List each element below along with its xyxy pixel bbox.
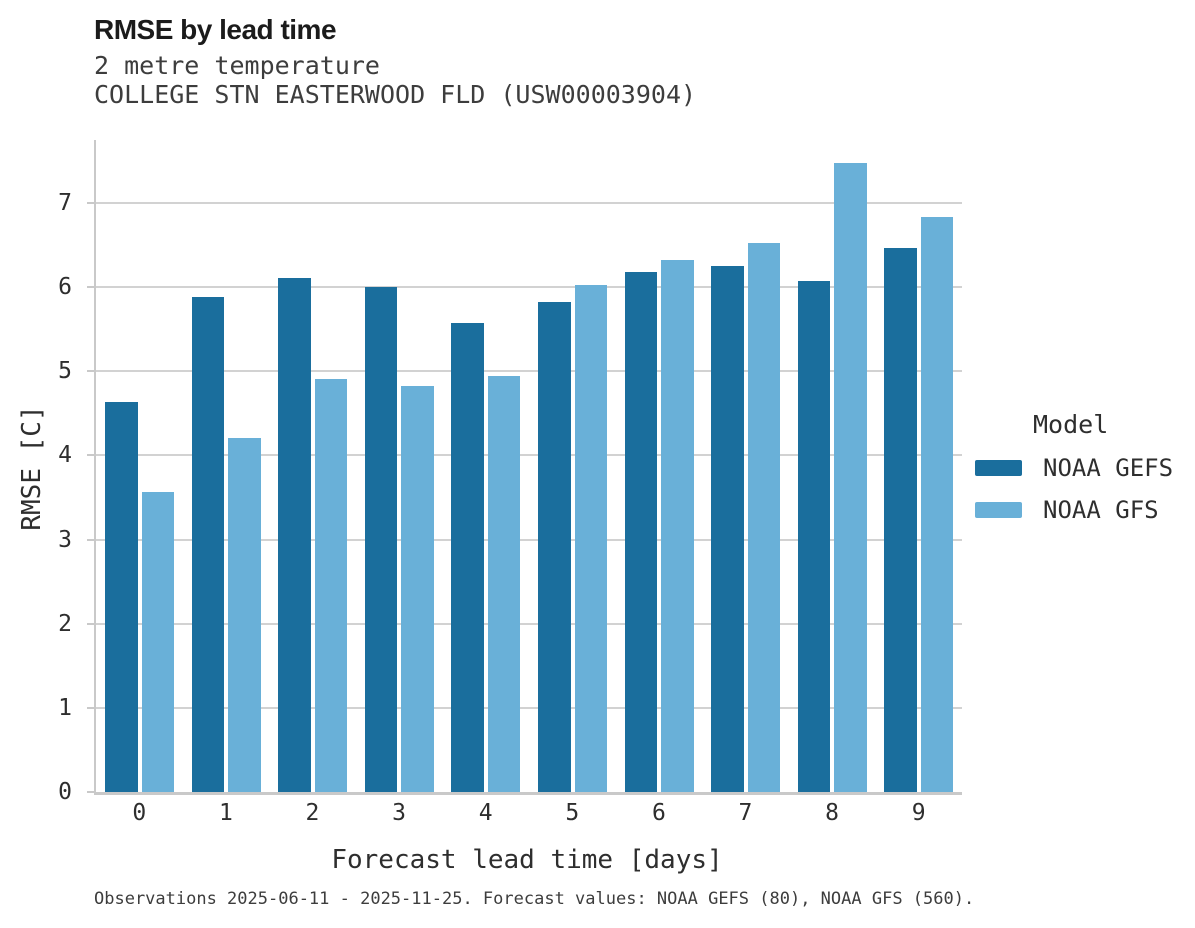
- chart-title: RMSE by lead time: [94, 14, 337, 45]
- y-tick-mark-7: [87, 202, 94, 205]
- bar-noaa-gefs-lead-0: [105, 401, 138, 792]
- y-tick-mark-3: [87, 538, 94, 541]
- legend-entry-noaa-gfs: NOAA GFS: [975, 496, 1190, 524]
- y-tick-label-1: 1: [58, 694, 72, 721]
- bar-noaa-gfs-lead-3: [401, 385, 434, 792]
- bar-noaa-gefs-lead-9: [884, 247, 917, 792]
- bar-noaa-gfs-lead-2: [314, 378, 348, 792]
- x-tick-label-1: 1: [218, 800, 233, 826]
- bar-noaa-gefs-lead-5: [538, 301, 571, 792]
- bar-noaa-gfs-lead-6: [661, 260, 694, 792]
- x-tick-label-0: 0: [132, 800, 147, 826]
- y-tick-mark-2: [87, 622, 94, 625]
- y-tick-label-5: 5: [58, 358, 72, 385]
- gridline-y-3: [96, 538, 962, 541]
- bar-noaa-gefs-lead-8: [797, 281, 831, 792]
- x-tick-label-9: 9: [911, 800, 926, 826]
- bar-noaa-gfs-lead-0: [141, 491, 174, 792]
- y-tick-label-7: 7: [58, 190, 72, 217]
- x-tick-label-4: 4: [478, 800, 493, 826]
- legend: Model NOAA GEFS NOAA GFS: [975, 410, 1190, 538]
- bar-noaa-gefs-lead-6: [624, 272, 658, 792]
- plot-area: 0 1 2 3 4 5 6 7 0 1 2 3 4 5 6 7 8 9: [58, 140, 962, 826]
- bar-noaa-gefs-lead-7: [711, 266, 744, 792]
- bar-noaa-gfs-lead-5: [574, 284, 607, 792]
- y-tick-label-2: 2: [58, 610, 72, 637]
- y-tick-label-3: 3: [58, 526, 72, 553]
- y-tick-mark-6: [87, 286, 94, 289]
- gridline-y-5: [96, 370, 962, 373]
- legend-entry-noaa-gefs: NOAA GEFS: [975, 454, 1190, 482]
- bar-noaa-gfs-lead-1: [228, 437, 261, 792]
- bar-noaa-gefs-lead-2: [278, 277, 311, 792]
- legend-title: Model: [1033, 410, 1109, 439]
- legend-swatch-noaa-gfs: [975, 502, 1022, 518]
- y-tick-label-0: 0: [58, 779, 72, 805]
- gridline-y-4: [96, 454, 962, 457]
- gridline-y-7: [96, 202, 962, 205]
- y-tick-label-4: 4: [58, 442, 72, 469]
- x-axis-title: Forecast lead time [days]: [331, 845, 723, 875]
- gridline-y-1: [96, 706, 962, 709]
- x-tick-label-7: 7: [738, 800, 753, 826]
- x-tick-label-5: 5: [565, 800, 580, 826]
- x-tick-label-3: 3: [392, 800, 407, 826]
- bar-noaa-gfs-lead-4: [487, 375, 521, 792]
- y-tick-mark-0: [87, 791, 94, 793]
- legend-label-noaa-gefs: NOAA GEFS: [1043, 454, 1174, 482]
- y-tick-mark-1: [87, 706, 94, 709]
- x-tick-label-2: 2: [305, 800, 320, 826]
- legend-label-noaa-gfs: NOAA GFS: [1043, 496, 1159, 524]
- y-tick-mark-5: [87, 370, 94, 373]
- footer-note: Observations 2025-06-11 - 2025-11-25. Fo…: [94, 889, 975, 909]
- y-tick-label-6: 6: [58, 274, 72, 301]
- y-axis-title: RMSE [C]: [17, 405, 47, 531]
- gridline-y-6: [96, 286, 962, 289]
- bar-noaa-gfs-lead-9: [920, 216, 954, 792]
- bar-noaa-gefs-lead-3: [364, 287, 398, 792]
- legend-swatch-noaa-gefs: [975, 460, 1022, 476]
- gridline-y-2: [96, 622, 962, 625]
- bar-noaa-gefs-lead-4: [451, 322, 484, 792]
- bar-noaa-gefs-lead-1: [191, 297, 225, 792]
- x-tick-label-8: 8: [825, 800, 840, 826]
- y-tick-mark-4: [87, 454, 94, 457]
- chart-subtitle-station: COLLEGE STN EASTERWOOD FLD (USW00003904): [94, 80, 697, 109]
- x-tick-label-6: 6: [651, 800, 666, 826]
- bar-noaa-gfs-lead-8: [834, 162, 867, 792]
- bar-noaa-gfs-lead-7: [747, 243, 781, 792]
- chart-subtitle-variable: 2 metre temperature: [94, 51, 380, 80]
